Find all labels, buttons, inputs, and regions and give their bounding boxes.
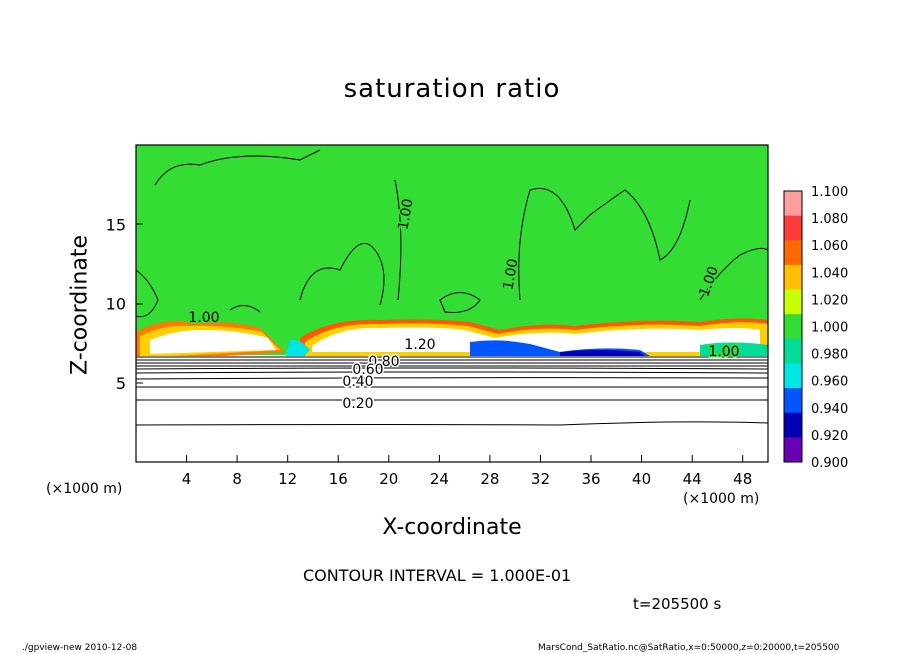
x-tick-label: 36 — [581, 470, 600, 488]
y-tick-label: 10 — [106, 295, 126, 314]
chart-title: saturation ratio — [343, 74, 561, 104]
contour-label: 0.40 — [342, 374, 373, 390]
colorbar-swatch — [784, 314, 802, 340]
colorbar-swatch — [784, 363, 802, 389]
colorbar-swatch — [784, 289, 802, 315]
colorbar-label: 1.060 — [811, 239, 848, 254]
x-tick-label: 4 — [182, 470, 192, 488]
contour-labels: 1.001.00 1.001.001.001.200.800.600.400.20 — [187, 196, 741, 413]
y-tick-label: 5 — [116, 374, 126, 393]
colorbar-frame — [783, 190, 803, 463]
colorbar-label: 1.000 — [811, 321, 848, 336]
colorbar-labels: 1.100 1.080 1.060 1.040 1.020 1.000 0.980 0.960… — [811, 185, 848, 471]
x-tick-label: 32 — [531, 470, 550, 488]
x-tick-marks — [186, 455, 744, 462]
colorbar-label: 1.020 — [811, 293, 848, 308]
colorbar-swatch — [784, 388, 802, 414]
footer-left: ./gpview-new 2010-12-08 — [22, 643, 138, 653]
x-tick-label: 12 — [278, 470, 297, 488]
y-tick-marks — [136, 223, 143, 384]
y-tick-label: 15 — [106, 215, 126, 234]
x-unit-right: (×1000 m) — [683, 491, 760, 507]
footer-right: MarsCond_SatRatio.nc@SatRatio,x=0:50000,… — [538, 643, 840, 653]
cloud-band — [136, 318, 768, 362]
x-tick-label: 48 — [733, 470, 752, 488]
colorbar-swatch — [784, 240, 802, 266]
y-axis-label: Z-coordinate — [67, 235, 93, 375]
colorbar-swatch — [784, 437, 802, 463]
contour-label: 1.00 — [708, 344, 739, 360]
x-tick-label: 20 — [379, 470, 398, 488]
colorbar-swatch — [784, 412, 802, 438]
y-tick-labels: 5 10 15 — [106, 215, 126, 393]
x-tick-label: 16 — [329, 470, 348, 488]
colorbar-label: 0.900 — [811, 456, 848, 471]
contour-label: 0.60 — [352, 362, 383, 378]
colorbar-label: 0.980 — [811, 348, 848, 363]
colorbar-swatch — [784, 215, 802, 241]
contour-label: 0.80 — [368, 354, 399, 370]
colorbar-label: 0.920 — [811, 429, 848, 444]
contour-lines — [136, 149, 768, 426]
x-axis-label: X-coordinate — [382, 515, 522, 540]
colorbar — [783, 190, 803, 463]
contour-label: 0.20 — [342, 396, 373, 412]
time-stamp: t=205500 s — [633, 595, 722, 613]
contour-label: 1.20 — [404, 337, 435, 353]
colorbar-swatch — [784, 264, 802, 291]
colorbar-swatch — [784, 191, 802, 217]
saturated-region-fill — [136, 145, 768, 355]
x-tick-labels: 4 8 12 16 20 24 28 32 36 40 44 48 — [182, 470, 752, 488]
colorbar-swatch — [784, 338, 802, 364]
colorbar-label: 1.080 — [811, 212, 848, 227]
x-tick-label: 24 — [430, 470, 449, 488]
contour-interval: CONTOUR INTERVAL = 1.000E-01 — [303, 566, 572, 585]
contour-label: 1.00 — [188, 310, 219, 326]
x-tick-label: 40 — [632, 470, 651, 488]
x-unit-left: (×1000 m) — [46, 481, 123, 497]
colorbar-label: 0.940 — [811, 402, 848, 417]
colorbar-label: 1.040 — [811, 266, 848, 281]
x-tick-label: 8 — [232, 470, 242, 488]
colorbar-label: 0.960 — [811, 375, 848, 390]
x-tick-label: 44 — [683, 470, 702, 488]
x-tick-label: 28 — [480, 470, 499, 488]
unsaturated-region-fill — [136, 356, 768, 462]
colorbar-label: 1.100 — [811, 185, 848, 200]
